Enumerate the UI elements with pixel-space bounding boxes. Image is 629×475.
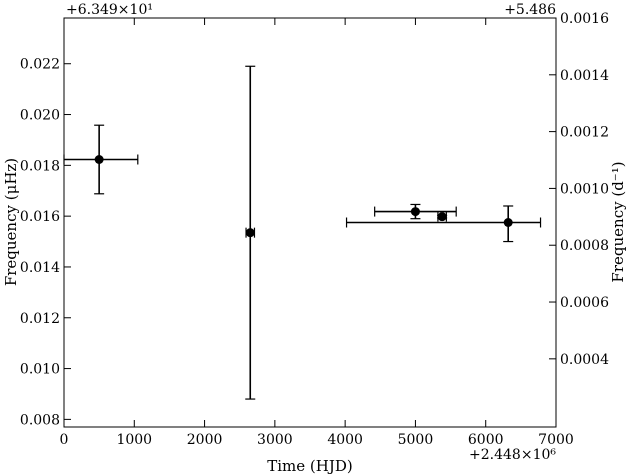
x-axis-offset: +2.448×10⁶ — [469, 447, 556, 463]
right-y-tick-label: 0.0004 — [560, 352, 609, 368]
x-tick-label: 0 — [60, 432, 69, 448]
left-y-tick-label: 0.010 — [20, 362, 60, 378]
left-y-tick-label: 0.008 — [20, 412, 60, 428]
data-point-5 — [345, 205, 542, 243]
data-points — [63, 65, 542, 400]
right-y-axis-offset: +5.486 — [504, 2, 556, 18]
x-tick-label: 4000 — [327, 432, 363, 448]
x-axis-title: Time (HJD) — [267, 457, 353, 475]
left-y-tick-label: 0.016 — [20, 209, 60, 225]
left-y-axis-ticks: 0.008 0.010 0.012 0.014 0.016 0.018 0.020 0.022 — [20, 57, 71, 428]
data-point-3 — [374, 203, 457, 220]
left-y-tick-label: 0.012 — [20, 311, 60, 327]
data-marker — [94, 154, 104, 164]
data-marker — [437, 212, 447, 222]
right-y-tick-label: 0.0006 — [560, 295, 609, 311]
plot-frame — [63, 17, 557, 428]
right-y-axis-ticks: 0.0004 0.0006 0.0008 0.0010 0.0012 0.0014 0.00… — [549, 11, 609, 368]
left-y-tick-label: 0.020 — [20, 108, 60, 124]
left-y-tick-label: 0.018 — [20, 158, 60, 174]
data-marker — [245, 228, 255, 238]
left-y-tick-label: 0.022 — [20, 57, 60, 73]
right-y-tick-label: 0.0008 — [560, 238, 609, 254]
left-y-axis-offset: +6.349×10¹ — [66, 2, 153, 18]
x-tick-label: 5000 — [398, 432, 434, 448]
x-axis-ticks: 0 1000 2000 3000 4000 5000 6000 7000 — [60, 18, 574, 448]
right-y-tick-label: 0.0010 — [560, 181, 609, 197]
x-tick-label: 1000 — [116, 432, 152, 448]
x-tick-label: 2000 — [187, 432, 223, 448]
x-tick-label: 7000 — [538, 432, 574, 448]
data-marker — [410, 207, 420, 217]
right-y-tick-label: 0.0016 — [560, 11, 609, 27]
data-point-2 — [245, 65, 256, 400]
data-point-1 — [63, 124, 139, 195]
x-tick-label: 3000 — [257, 432, 293, 448]
data-marker — [503, 218, 513, 227]
right-y-axis-title: Frequency (d⁻¹) — [609, 161, 627, 282]
data-point-4 — [437, 211, 448, 222]
x-tick-label: 6000 — [468, 432, 504, 448]
right-y-tick-label: 0.0014 — [560, 68, 609, 84]
right-y-tick-label: 0.0012 — [560, 125, 609, 141]
left-y-axis-title: Frequency (μHz) — [2, 158, 20, 286]
left-y-tick-label: 0.014 — [20, 260, 60, 276]
